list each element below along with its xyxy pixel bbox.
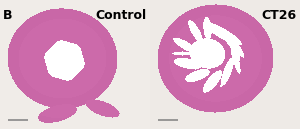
Text: CT26: CT26 xyxy=(262,9,297,22)
Text: Control: Control xyxy=(95,9,146,22)
Text: B: B xyxy=(3,9,13,22)
